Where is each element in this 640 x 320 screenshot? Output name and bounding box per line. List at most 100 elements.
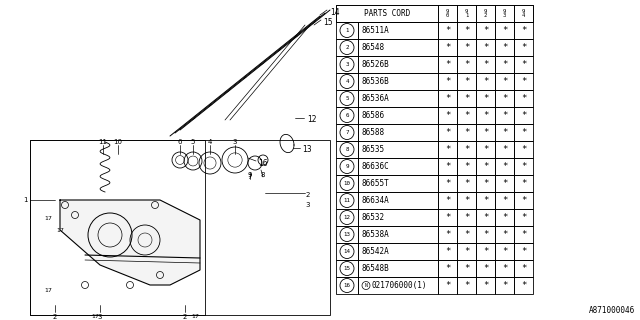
Text: *: * [464, 179, 469, 188]
Bar [495, 243, 514, 260]
Bar [358, 175, 438, 192]
Text: 86532: 86532 [362, 213, 385, 222]
Text: *: * [464, 264, 469, 273]
Text: *: * [502, 77, 507, 86]
Bar [438, 141, 457, 158]
Text: *: * [502, 281, 507, 290]
Bar [476, 56, 495, 73]
Text: 15: 15 [323, 18, 333, 27]
Bar [495, 73, 514, 90]
Text: *: * [464, 281, 469, 290]
Bar [358, 39, 438, 56]
Text: 86526B: 86526B [362, 60, 390, 69]
Bar [336, 226, 358, 243]
Text: 17: 17 [44, 215, 52, 220]
Text: *: * [521, 264, 526, 273]
Bar [336, 158, 358, 175]
Text: 2: 2 [183, 314, 187, 320]
Bar [438, 56, 457, 73]
Bar [476, 277, 495, 294]
Bar [457, 260, 476, 277]
Text: *: * [521, 213, 526, 222]
Bar [514, 39, 533, 56]
Text: *: * [502, 247, 507, 256]
Text: 6: 6 [178, 139, 182, 145]
Text: 86535: 86535 [362, 145, 385, 154]
Bar [514, 209, 533, 226]
Bar [495, 5, 514, 22]
Text: *: * [483, 128, 488, 137]
Text: 2: 2 [53, 314, 57, 320]
Text: 14: 14 [344, 249, 351, 254]
Bar [457, 209, 476, 226]
Text: 9
1: 9 1 [465, 9, 468, 18]
Bar [438, 90, 457, 107]
Bar [514, 22, 533, 39]
Bar [495, 277, 514, 294]
Text: 8: 8 [345, 147, 349, 152]
Text: *: * [483, 145, 488, 154]
Text: 13: 13 [344, 232, 351, 237]
Bar [514, 107, 533, 124]
Bar [438, 73, 457, 90]
Text: 86586: 86586 [362, 111, 385, 120]
Text: *: * [483, 111, 488, 120]
Bar [476, 260, 495, 277]
Bar [336, 124, 358, 141]
Bar [457, 243, 476, 260]
Bar [358, 90, 438, 107]
Text: 6: 6 [345, 113, 349, 118]
Bar [336, 260, 358, 277]
Bar [336, 5, 438, 22]
Text: 9: 9 [248, 172, 253, 178]
Bar [438, 5, 457, 22]
Text: 3: 3 [98, 314, 102, 320]
Bar [438, 260, 457, 277]
Text: PARTS CORD: PARTS CORD [364, 9, 410, 18]
Bar [495, 56, 514, 73]
Text: *: * [521, 281, 526, 290]
Text: *: * [521, 162, 526, 171]
Text: 2: 2 [345, 45, 349, 50]
Bar [514, 56, 533, 73]
Bar [476, 243, 495, 260]
Text: 1: 1 [24, 197, 28, 203]
Text: 9
2: 9 2 [484, 9, 487, 18]
Bar [336, 5, 533, 22]
Text: *: * [502, 26, 507, 35]
Text: 021706000(1): 021706000(1) [372, 281, 428, 290]
Bar [358, 243, 438, 260]
Bar [438, 175, 457, 192]
Bar [476, 22, 495, 39]
Bar [476, 158, 495, 175]
Text: *: * [445, 213, 450, 222]
Text: *: * [445, 162, 450, 171]
Text: 86588: 86588 [362, 128, 385, 137]
Text: *: * [521, 26, 526, 35]
Bar [336, 175, 358, 192]
Bar [457, 277, 476, 294]
Text: 5: 5 [345, 96, 349, 101]
Text: *: * [445, 77, 450, 86]
Text: *: * [521, 179, 526, 188]
Bar [358, 158, 438, 175]
Bar [358, 56, 438, 73]
Text: *: * [521, 43, 526, 52]
Bar [495, 124, 514, 141]
Text: 9
0: 9 0 [446, 9, 449, 18]
Text: 4: 4 [345, 79, 349, 84]
Bar [336, 192, 358, 209]
Text: 1: 1 [345, 28, 349, 33]
Bar [358, 209, 438, 226]
Bar [495, 209, 514, 226]
Bar [457, 192, 476, 209]
Bar [336, 90, 358, 107]
Text: *: * [464, 128, 469, 137]
Text: 12: 12 [344, 215, 351, 220]
Bar [457, 107, 476, 124]
Text: *: * [521, 128, 526, 137]
Text: 9
3: 9 3 [503, 9, 506, 18]
Text: *: * [521, 77, 526, 86]
Bar [457, 5, 476, 22]
Bar [457, 124, 476, 141]
